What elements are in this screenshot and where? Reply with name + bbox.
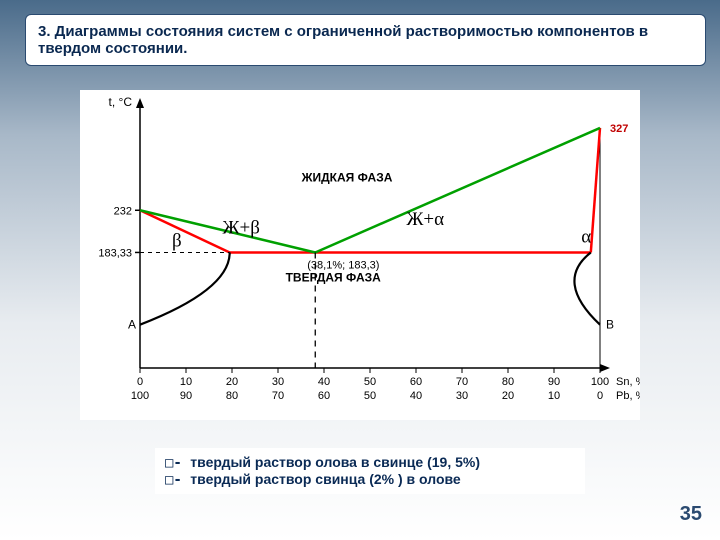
svg-text:60: 60 — [410, 376, 422, 388]
title-box: 3. Диаграммы состояния систем с ограниче… — [25, 14, 706, 66]
footer-legend: □- твердый раствор олова в свинце (19, 5… — [155, 448, 585, 494]
svg-text:100: 100 — [131, 390, 149, 402]
legend-text-2: твердый раствор свинца (2% ) в олове — [190, 471, 460, 487]
svg-text:30: 30 — [272, 376, 284, 388]
svg-text:Sn, %: Sn, % — [616, 376, 640, 388]
svg-text:α: α — [581, 226, 591, 247]
diagram-svg: t, °C232183,3332701001090208030704060505… — [80, 90, 640, 420]
legend-symbol: □- — [165, 455, 190, 471]
svg-text:10: 10 — [180, 376, 192, 388]
svg-text:Ж+α: Ж+α — [406, 209, 444, 230]
svg-text:β: β — [172, 231, 182, 252]
svg-text:232: 232 — [114, 205, 132, 217]
svg-text:70: 70 — [456, 376, 468, 388]
legend-symbol: □- — [165, 472, 190, 488]
svg-text:Ж+β: Ж+β — [222, 218, 259, 239]
svg-text:70: 70 — [272, 390, 284, 402]
svg-text:B: B — [606, 318, 614, 332]
svg-text:Pb, %: Pb, % — [616, 390, 640, 402]
svg-text:60: 60 — [318, 390, 330, 402]
svg-text:40: 40 — [318, 376, 330, 388]
svg-text:90: 90 — [548, 376, 560, 388]
svg-text:50: 50 — [364, 390, 376, 402]
title-text: 3. Диаграммы состояния систем с ограниче… — [38, 23, 648, 57]
svg-text:10: 10 — [548, 390, 560, 402]
svg-text:30: 30 — [456, 390, 468, 402]
svg-text:A: A — [128, 318, 136, 332]
legend-line-2: □- твердый раствор свинца (2% ) в олове — [165, 471, 575, 488]
page-number: 35 — [680, 503, 702, 526]
svg-text:50: 50 — [364, 376, 376, 388]
svg-text:ТВЕРДАЯ ФАЗА: ТВЕРДАЯ ФАЗА — [286, 270, 382, 284]
legend-line-1: □- твердый раствор олова в свинце (19, 5… — [165, 454, 575, 471]
svg-text:20: 20 — [226, 376, 238, 388]
svg-text:80: 80 — [226, 390, 238, 402]
svg-text:0: 0 — [597, 390, 603, 402]
svg-text:40: 40 — [410, 390, 422, 402]
svg-text:100: 100 — [591, 376, 609, 388]
svg-text:20: 20 — [502, 390, 514, 402]
svg-text:90: 90 — [180, 390, 192, 402]
svg-text:183,33: 183,33 — [98, 247, 132, 259]
phase-diagram: t, °C232183,3332701001090208030704060505… — [80, 90, 640, 420]
legend-text-1: твердый раствор олова в свинце (19, 5%) — [190, 454, 480, 470]
svg-text:327: 327 — [610, 123, 628, 135]
svg-text:ЖИДКАЯ ФАЗА: ЖИДКАЯ ФАЗА — [301, 171, 393, 185]
svg-text:0: 0 — [137, 376, 143, 388]
svg-text:t, °C: t, °C — [109, 95, 133, 109]
svg-text:80: 80 — [502, 376, 514, 388]
